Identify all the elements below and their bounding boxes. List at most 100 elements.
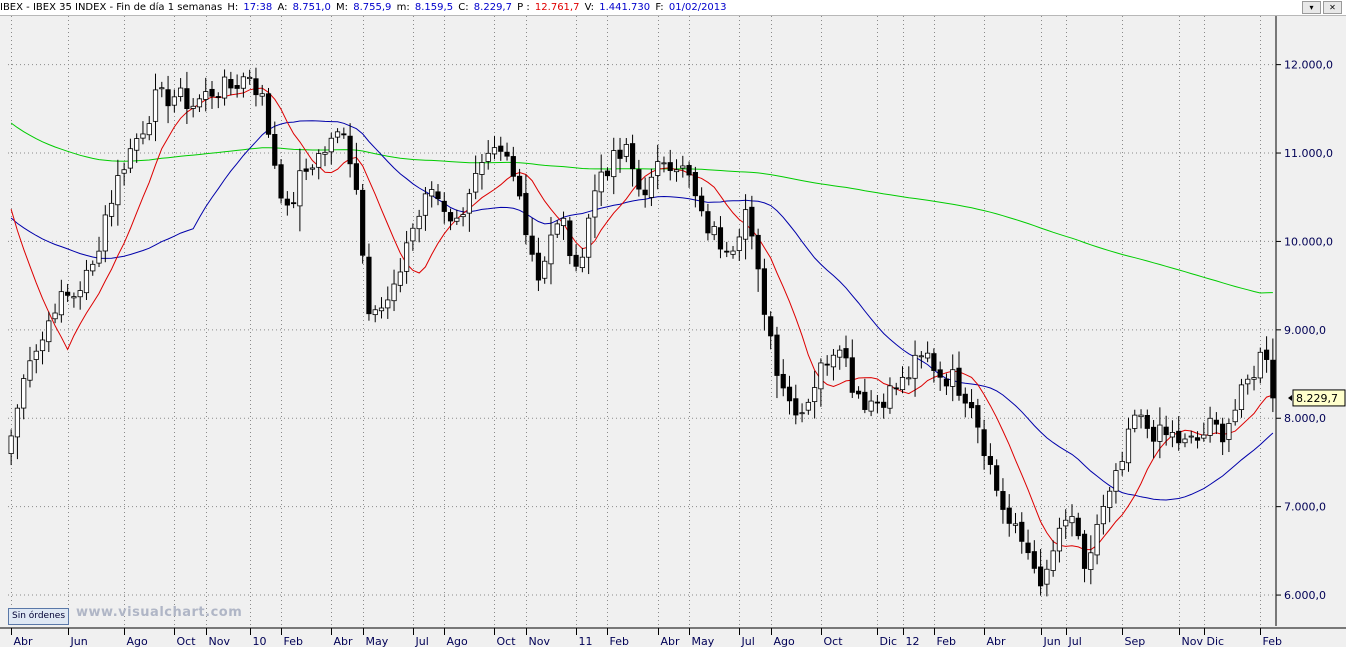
candle bbox=[673, 159, 680, 182]
candle bbox=[259, 84, 265, 106]
candle-body bbox=[968, 401, 975, 409]
candle-body bbox=[46, 320, 52, 343]
candle bbox=[535, 237, 542, 292]
candle-body bbox=[1238, 384, 1245, 410]
candle bbox=[567, 216, 573, 265]
candle-body bbox=[328, 137, 334, 153]
close-button[interactable]: ✕ bbox=[1323, 1, 1342, 14]
time-tick-label: 12 bbox=[906, 635, 920, 647]
candle-body bbox=[146, 123, 152, 136]
candle bbox=[1056, 517, 1063, 563]
candle bbox=[1038, 549, 1044, 596]
candle bbox=[8, 429, 14, 466]
minimize-button[interactable]: ▾ bbox=[1302, 1, 1321, 14]
candle-body bbox=[171, 96, 177, 106]
candle bbox=[717, 216, 724, 259]
candle-body bbox=[1182, 438, 1188, 444]
price-tick-label: 6.000,0 bbox=[1284, 589, 1326, 602]
candle bbox=[1163, 415, 1169, 446]
candle-body bbox=[397, 271, 403, 286]
time-tick-label: Ago bbox=[127, 635, 149, 647]
time-tick-label: 10 bbox=[253, 635, 267, 647]
candle-body bbox=[962, 393, 968, 404]
candle-body bbox=[523, 193, 529, 236]
candle bbox=[1188, 430, 1194, 444]
candle-body bbox=[209, 88, 215, 97]
candle bbox=[366, 243, 372, 321]
candle-body bbox=[1019, 521, 1025, 542]
price-chart[interactable]: 6.000,0 7.000,0 8.000,0 9.000,0 10.000,0 11.0… bbox=[0, 16, 1346, 647]
candle bbox=[623, 138, 629, 163]
orders-status-button[interactable]: Sin órdenes bbox=[8, 608, 70, 625]
candle bbox=[33, 344, 39, 374]
candle bbox=[1238, 378, 1245, 418]
candle-body bbox=[1056, 527, 1063, 552]
candle bbox=[529, 218, 535, 262]
candle-body bbox=[956, 367, 962, 396]
candle bbox=[661, 156, 667, 173]
candle bbox=[887, 377, 893, 414]
candle bbox=[736, 229, 742, 261]
time-tick-label: Feb bbox=[937, 635, 956, 647]
candle-body bbox=[655, 161, 661, 176]
candle-body bbox=[309, 167, 316, 170]
last-price-box bbox=[1292, 389, 1346, 407]
candle-body bbox=[931, 353, 937, 371]
candle bbox=[404, 230, 410, 284]
candle bbox=[786, 375, 793, 415]
candle-body bbox=[410, 227, 416, 242]
candle-body bbox=[196, 98, 203, 108]
candle-body bbox=[642, 189, 648, 196]
candle-body bbox=[535, 252, 542, 281]
candle-body bbox=[447, 212, 454, 222]
time-tick-label: Dic bbox=[880, 635, 898, 647]
candle bbox=[950, 354, 956, 402]
candle-body bbox=[686, 165, 692, 176]
candle bbox=[253, 67, 259, 107]
candle-body bbox=[586, 217, 592, 258]
candle-body bbox=[510, 156, 516, 177]
candle bbox=[1245, 374, 1251, 395]
candle bbox=[215, 92, 221, 109]
candle bbox=[127, 138, 134, 174]
candle bbox=[378, 297, 385, 319]
watermark: www.visualchart.com bbox=[76, 605, 243, 620]
candle bbox=[240, 72, 246, 98]
candle-body bbox=[636, 169, 642, 190]
candle-body bbox=[925, 352, 931, 359]
candle bbox=[516, 168, 523, 200]
candle-body bbox=[887, 385, 893, 409]
candle-body bbox=[975, 405, 981, 428]
candle bbox=[824, 355, 830, 376]
candle-body bbox=[699, 195, 705, 212]
candle bbox=[21, 374, 27, 420]
candle bbox=[410, 223, 416, 251]
candle-body bbox=[259, 93, 265, 97]
candle bbox=[1182, 433, 1188, 448]
candle-body bbox=[899, 376, 906, 391]
candle-body bbox=[1163, 426, 1169, 436]
candle bbox=[146, 116, 152, 141]
candle-body bbox=[253, 78, 259, 96]
candle bbox=[1012, 512, 1019, 534]
candle-body bbox=[485, 152, 491, 162]
candle bbox=[1263, 336, 1270, 373]
candle-body bbox=[272, 134, 278, 166]
candle-body bbox=[404, 242, 410, 272]
time-tick-label: May bbox=[692, 635, 715, 647]
field-label: m: bbox=[396, 2, 410, 13]
candle-body bbox=[278, 164, 284, 199]
candle-body bbox=[1257, 351, 1263, 379]
candle-body bbox=[184, 88, 190, 110]
candle-body bbox=[799, 412, 805, 415]
candle bbox=[473, 155, 479, 200]
candle bbox=[1220, 417, 1226, 456]
candle bbox=[441, 192, 447, 224]
candle bbox=[334, 128, 341, 144]
candle bbox=[1150, 420, 1157, 459]
candle-body bbox=[950, 369, 956, 387]
candle bbox=[793, 384, 799, 425]
candle bbox=[284, 191, 290, 216]
candle bbox=[52, 303, 58, 324]
field-value: 8.755,9 bbox=[353, 2, 392, 13]
